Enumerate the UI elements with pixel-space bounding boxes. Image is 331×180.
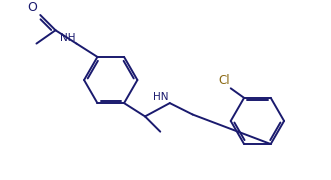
Text: NH: NH <box>60 33 75 43</box>
Text: O: O <box>27 1 37 14</box>
Text: HN: HN <box>153 92 169 102</box>
Text: Cl: Cl <box>218 74 230 87</box>
